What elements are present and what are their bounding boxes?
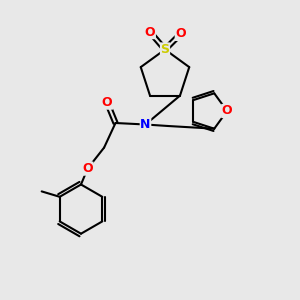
Text: O: O <box>82 162 93 175</box>
Text: O: O <box>145 26 155 39</box>
Text: O: O <box>175 27 186 40</box>
Text: O: O <box>102 96 112 109</box>
Text: S: S <box>160 43 169 56</box>
Text: O: O <box>222 104 232 118</box>
Text: N: N <box>140 118 151 131</box>
